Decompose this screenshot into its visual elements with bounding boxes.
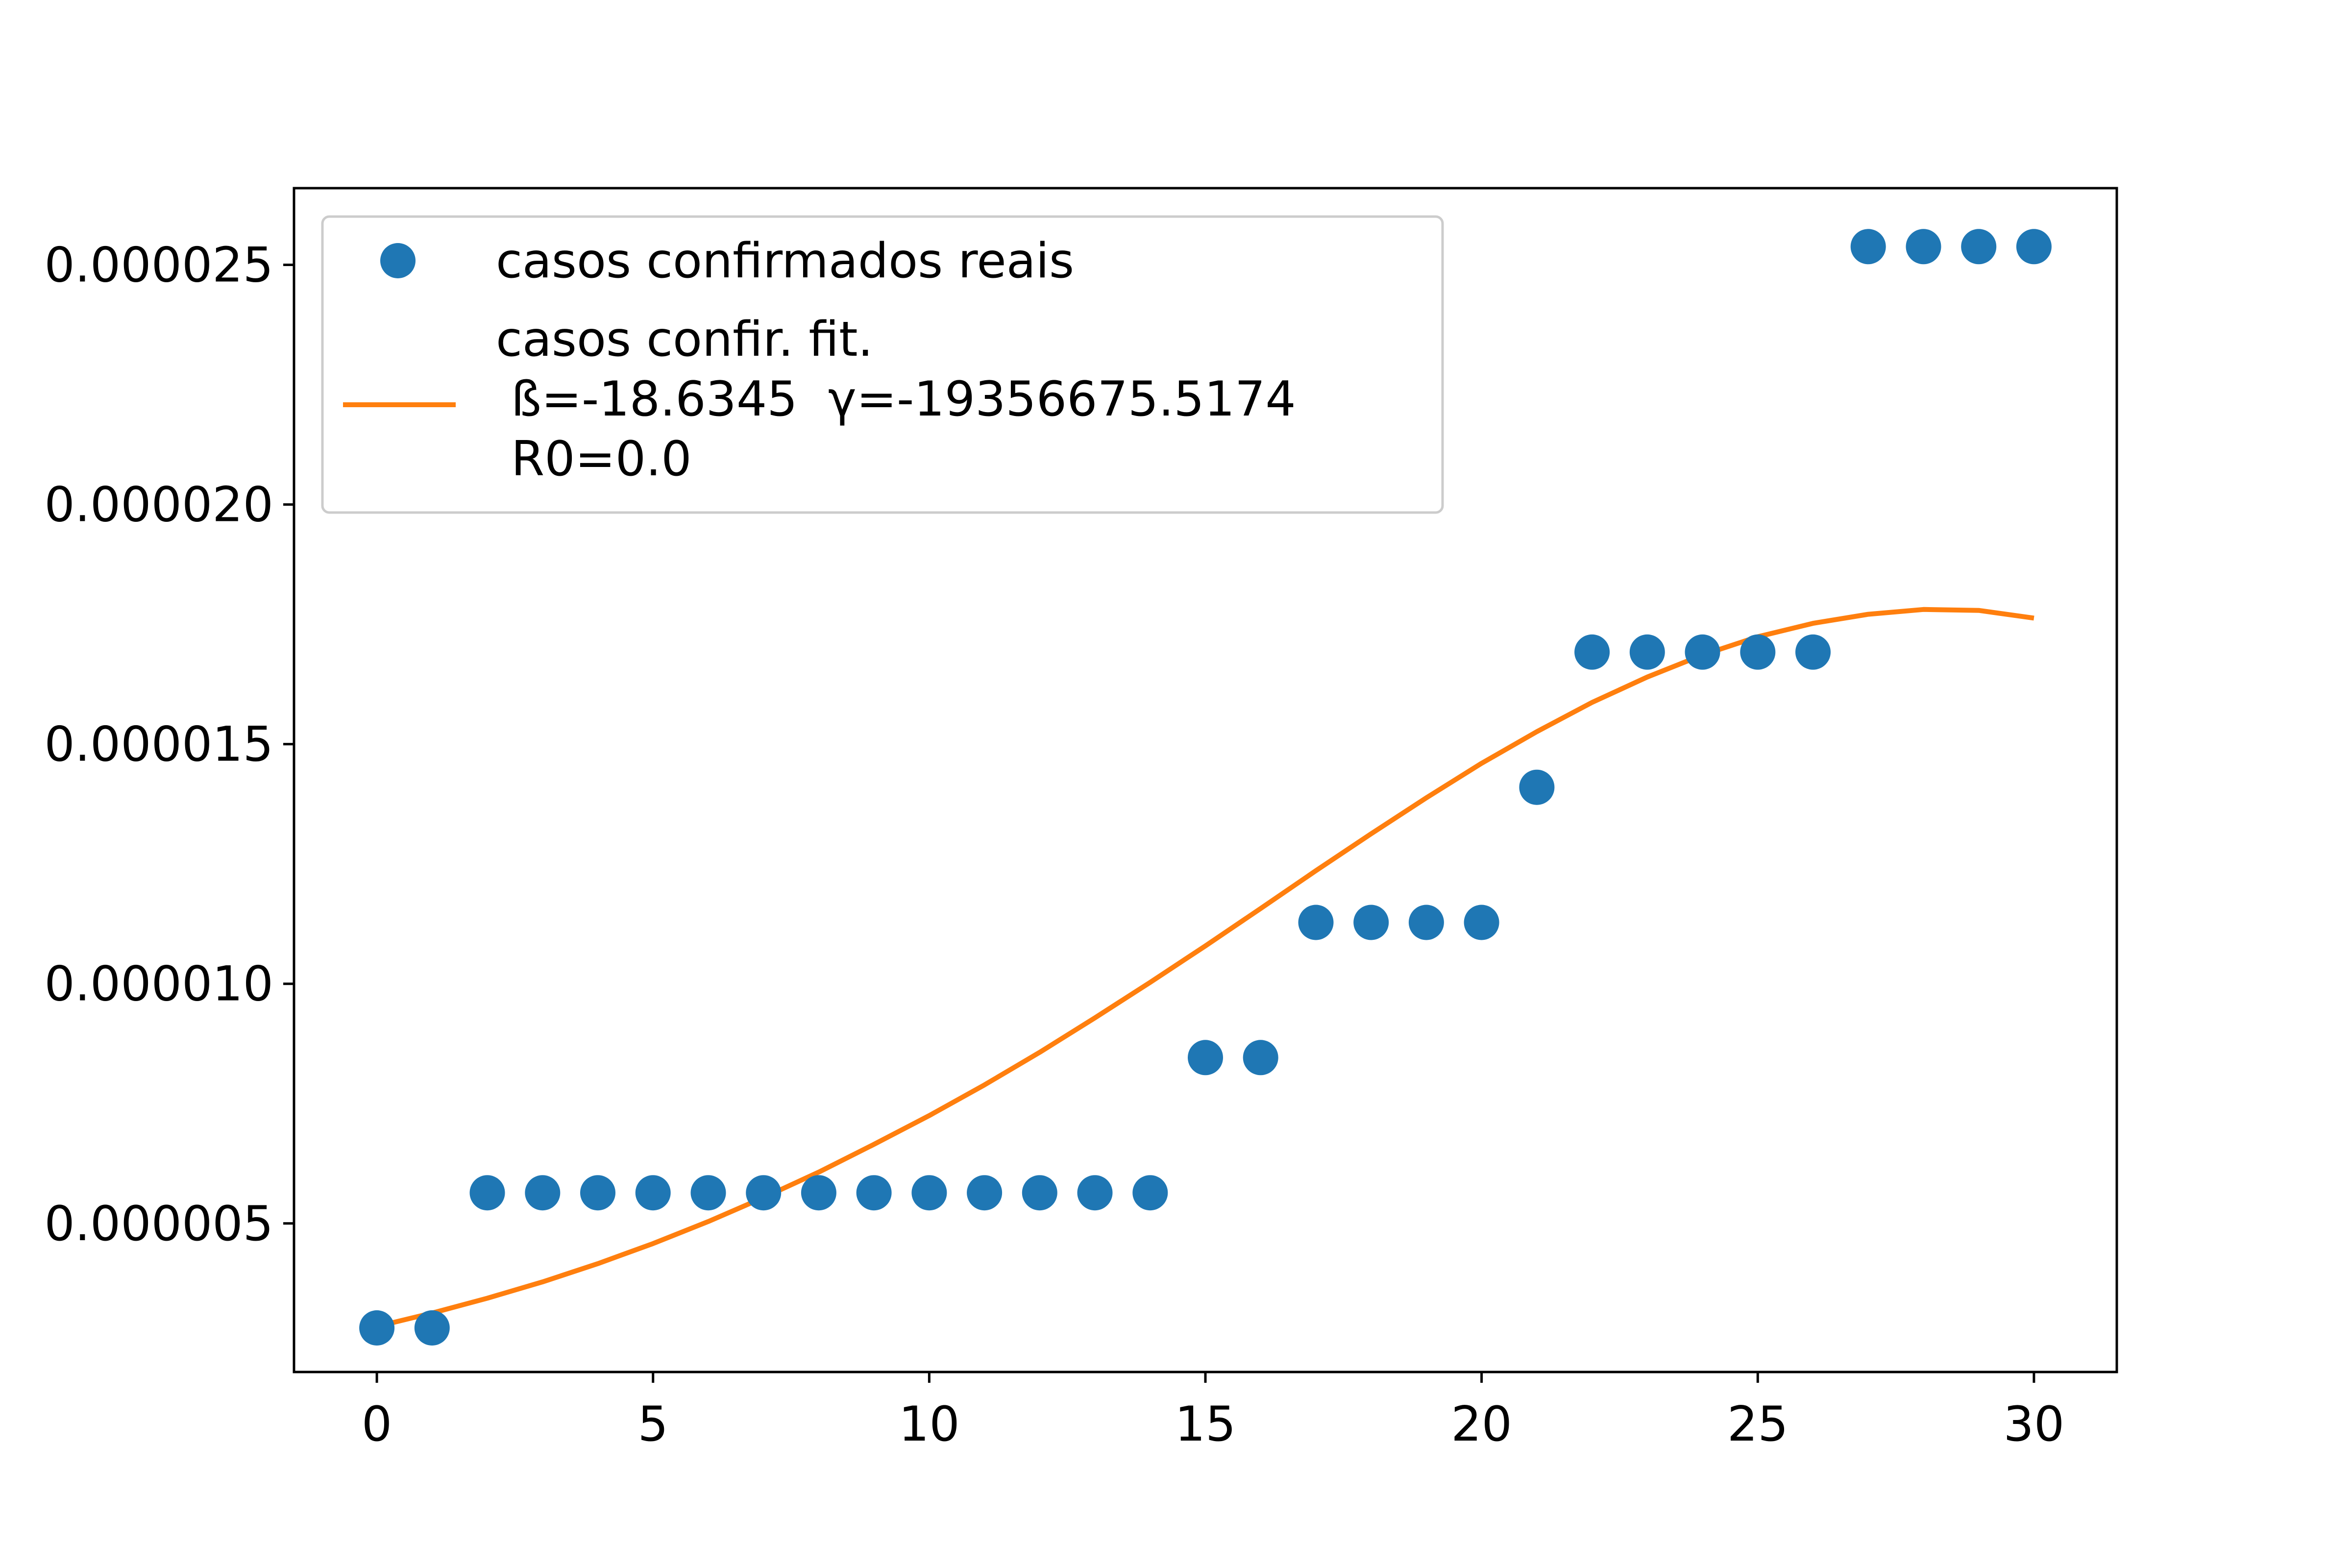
data-point [856, 1175, 892, 1211]
x-tick-label: 15 [1175, 1396, 1236, 1452]
legend-label-fit: casos confir. fit. ß=-18.6345 γ=-1935667… [496, 312, 1311, 487]
data-point [1243, 1040, 1278, 1076]
data-point [1850, 229, 1886, 265]
y-axis: 0.000005 0.000010 0.000015 0.000020 0.000025 [44, 238, 294, 1252]
x-tick-label: 0 [362, 1396, 392, 1452]
y-tick-label: 0.000020 [44, 477, 273, 533]
x-tick-label: 25 [1727, 1396, 1788, 1452]
data-point [359, 1310, 395, 1346]
data-point [1906, 229, 1941, 265]
x-tick-label: 5 [638, 1396, 668, 1452]
data-point [746, 1175, 782, 1211]
legend-label-observed: casos confirmados reais [496, 233, 1074, 289]
data-point [1740, 634, 1776, 670]
data-point [1298, 905, 1334, 940]
data-point [414, 1310, 450, 1346]
legend-label-fit-line-2: ß=-18.6345 γ=-19356675.5174 [496, 371, 1296, 427]
x-axis: 0 5 10 15 20 25 30 [362, 1372, 2064, 1452]
observed-series-layer [359, 229, 2052, 1346]
legend-label-fit-line-3: R0=0.0 [496, 431, 692, 487]
data-point [2016, 229, 2052, 265]
data-point [911, 1175, 947, 1211]
data-point [1022, 1175, 1057, 1211]
legend: casos confirmados reais casos confir. fi… [321, 215, 1444, 514]
y-tick-label: 0.000005 [44, 1196, 273, 1252]
x-tick-label: 20 [1451, 1396, 1512, 1452]
y-tick-label: 0.000010 [44, 956, 273, 1012]
data-point [690, 1175, 726, 1211]
data-point [1795, 634, 1831, 670]
data-point [1519, 769, 1555, 805]
legend-marker-observed [380, 243, 416, 278]
data-point [967, 1175, 1003, 1211]
data-point [1464, 905, 1499, 940]
data-point [801, 1175, 836, 1211]
data-point [1408, 905, 1444, 940]
data-point [525, 1175, 561, 1211]
legend-label-fit-line-1: casos confir. fit. [496, 312, 873, 368]
data-point [580, 1175, 615, 1211]
data-point [469, 1175, 505, 1211]
legend-frame [321, 215, 1444, 514]
data-point [1574, 634, 1610, 670]
y-tick-label: 0.000025 [44, 238, 273, 294]
data-point [1077, 1175, 1113, 1211]
data-point [1353, 905, 1389, 940]
data-point [1629, 634, 1665, 670]
x-tick-label: 30 [2004, 1396, 2065, 1452]
data-point [1685, 634, 1720, 670]
data-point [635, 1175, 671, 1211]
data-point [1188, 1040, 1223, 1076]
x-tick-label: 10 [899, 1396, 960, 1452]
data-point [1961, 229, 1997, 265]
data-point [1132, 1175, 1168, 1211]
y-tick-label: 0.000015 [44, 717, 273, 773]
